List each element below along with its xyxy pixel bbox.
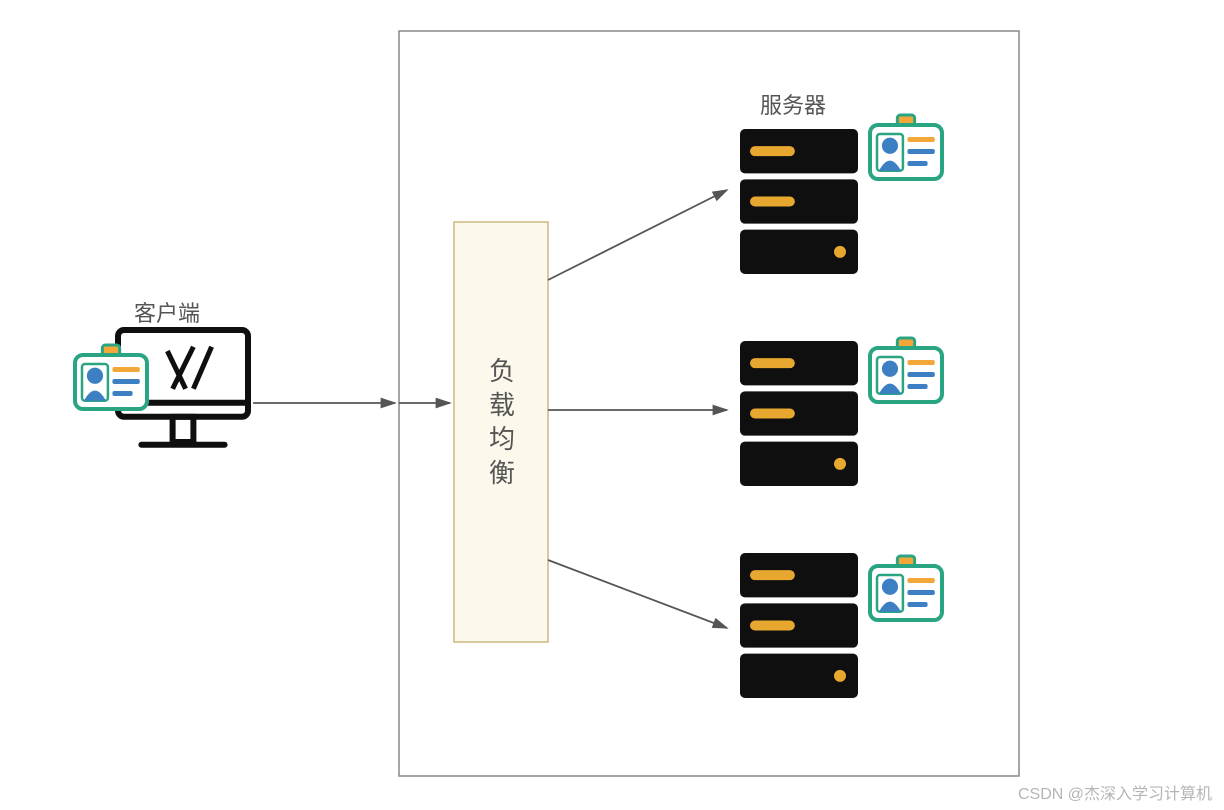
id-badge-icon-server-2 [870, 556, 942, 620]
id-badge-icon-client [75, 345, 147, 409]
arrow [548, 560, 727, 628]
arrow [548, 190, 727, 280]
id-badge-icon-server-0 [870, 115, 942, 179]
load-balancer-label-char: 均 [489, 424, 515, 454]
watermark-text: CSDN @杰深入学习计算机 [1018, 780, 1212, 804]
diagram-canvas: 负载均衡 客户端 服务器 CSDN @杰深入学习计算机 [0, 0, 1224, 810]
load-balancer-label-char: 负 [489, 356, 515, 386]
server-group-label: 服务器 [760, 88, 826, 120]
server-icon [740, 341, 858, 486]
load-balancer-label-char: 衡 [489, 458, 515, 488]
server-icon [740, 129, 858, 274]
client-label: 客户端 [134, 296, 200, 328]
id-badge-icon-server-1 [870, 338, 942, 402]
load-balancer-label-char: 载 [489, 390, 515, 420]
diagram-svg: 负载均衡 [0, 0, 1224, 810]
server-icon [740, 553, 858, 698]
